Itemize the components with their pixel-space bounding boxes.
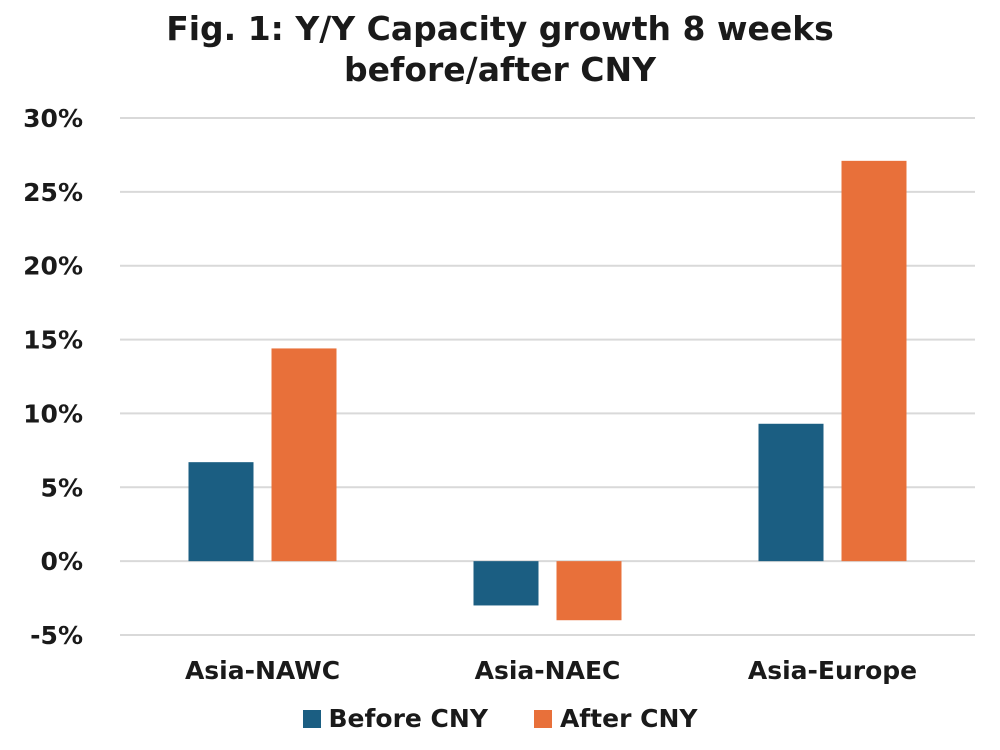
legend-item-after: After CNY bbox=[533, 704, 698, 733]
chart-title-line-1: Fig. 1: Y/Y Capacity growth 8 weeks bbox=[166, 9, 834, 48]
bar-before-0 bbox=[188, 462, 254, 562]
bar-chart: 30% 25% 20% 15% 10% 5% 0% -5% Asia-NAWC Asia-NAE… bbox=[23, 104, 975, 685]
x-category-label: Asia-Europe bbox=[748, 656, 917, 685]
bars bbox=[188, 160, 907, 621]
legend-label-after: After CNY bbox=[559, 704, 698, 733]
x-category-label: Asia-NAEC bbox=[475, 656, 621, 685]
bar-before-1 bbox=[473, 561, 539, 606]
y-tick-label: 25% bbox=[23, 178, 83, 207]
chart-title-line-2: before/after CNY bbox=[343, 50, 657, 89]
bar-after-2 bbox=[841, 160, 907, 562]
x-axis: Asia-NAWC Asia-NAEC Asia-Europe bbox=[185, 656, 917, 685]
legend-swatch-before bbox=[302, 709, 321, 728]
y-tick-label: 0% bbox=[41, 547, 83, 576]
y-axis: 30% 25% 20% 15% 10% 5% 0% -5% bbox=[23, 104, 83, 650]
y-tick-label: 20% bbox=[23, 252, 83, 281]
x-category-label: Asia-NAWC bbox=[185, 656, 340, 685]
y-tick-label: 5% bbox=[41, 473, 83, 502]
legend-item-before: Before CNY bbox=[302, 704, 488, 733]
bar-after-1 bbox=[556, 561, 622, 621]
y-tick-label: -5% bbox=[30, 621, 83, 650]
legend-swatch-after bbox=[533, 709, 552, 728]
bar-after-0 bbox=[271, 348, 337, 562]
chart-title: Fig. 1: Y/Y Capacity growth 8 weeks befo… bbox=[0, 8, 1000, 90]
y-tick-label: 15% bbox=[23, 326, 83, 355]
bar-before-2 bbox=[758, 423, 824, 562]
legend: Before CNY After CNY bbox=[0, 704, 1000, 733]
y-tick-label: 10% bbox=[23, 399, 83, 428]
gridlines bbox=[120, 117, 975, 636]
y-tick-label: 30% bbox=[23, 104, 83, 133]
legend-label-before: Before CNY bbox=[328, 704, 488, 733]
